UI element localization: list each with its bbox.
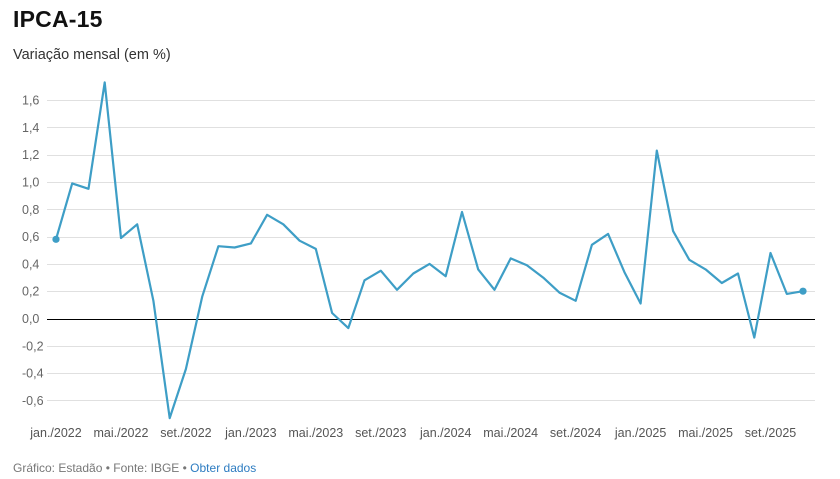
footer-separator: •	[102, 461, 114, 475]
y-tick-label: 0,8	[22, 203, 39, 217]
series-line	[54, 81, 805, 420]
y-tick-label: 1,0	[22, 176, 39, 190]
chart-footer: Gráfico: Estadão • Fonte: IBGE • Obter d…	[13, 461, 256, 475]
x-tick-label: set./2023	[355, 426, 406, 440]
chart-title: IPCA-15	[13, 6, 103, 32]
y-tick-label: 1,2	[22, 148, 39, 162]
y-tick-label: -0,6	[22, 394, 44, 408]
x-tick-label: mai./2025	[678, 426, 733, 440]
credit-text: Gráfico: Estadão	[13, 461, 103, 475]
y-tick-label: 0,2	[22, 285, 39, 299]
y-tick-label: 0,6	[22, 230, 39, 244]
gridlines	[47, 100, 815, 401]
x-axis-ticks: jan./2022 mai./2022 set./2022 jan./2023 mai.…	[29, 426, 796, 440]
x-tick-label: set./2025	[745, 426, 796, 440]
chart-subtitle: Variação mensal (em %)	[13, 47, 171, 63]
x-tick-label: jan./2025	[614, 426, 666, 440]
get-data-link[interactable]: Obter dados	[190, 461, 257, 475]
y-tick-label: 0,0	[22, 312, 39, 326]
y-tick-label: 1,6	[22, 94, 39, 108]
y-axis-ticks: 1,6 1,4 1,2 1,0 0,8 0,6 0,4 0,2 0,0 -0,2 -0,4 -0,6	[22, 94, 44, 408]
y-tick-label: -0,2	[22, 339, 44, 353]
x-tick-label: jan./2022	[29, 426, 81, 440]
footer-separator: •	[179, 461, 191, 475]
y-tick-label: 1,4	[22, 121, 39, 135]
y-tick-label: -0,4	[22, 367, 44, 381]
x-tick-label: set./2022	[160, 426, 211, 440]
x-tick-label: mai./2024	[483, 426, 538, 440]
x-tick-label: set./2024	[550, 426, 601, 440]
series-layer	[52, 81, 807, 420]
series-point	[52, 235, 60, 243]
x-tick-label: jan./2024	[419, 426, 471, 440]
x-tick-label: mai./2023	[288, 426, 343, 440]
x-tick-label: mai./2022	[94, 426, 149, 440]
source-text: Fonte: IBGE	[113, 461, 180, 475]
series-point	[799, 287, 807, 295]
x-tick-label: jan./2023	[224, 426, 276, 440]
y-tick-label: 0,4	[22, 257, 39, 271]
